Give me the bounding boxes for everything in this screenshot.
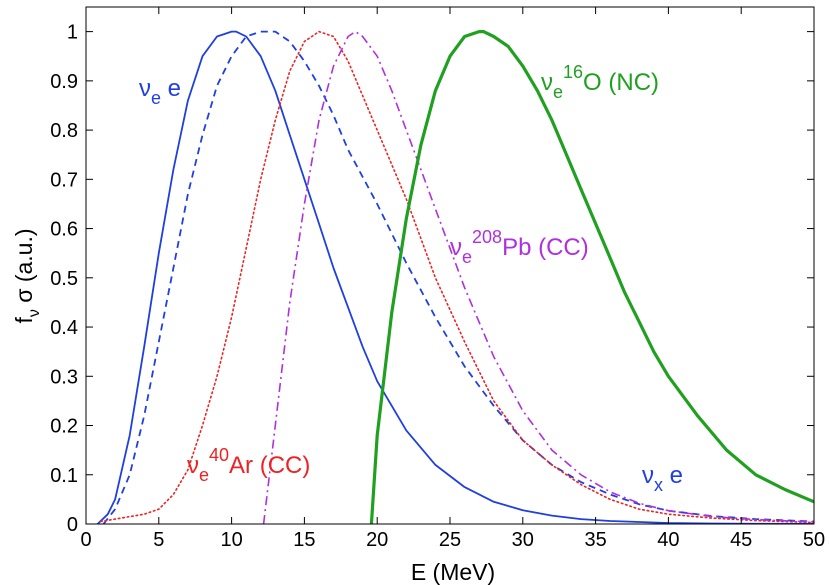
y-tick-label: 0.7 xyxy=(50,169,78,191)
curve-annotations: νe e νe16O (NC) νe208Pb (CC) νe40Ar (CC) νx … xyxy=(139,62,683,495)
x-tick-label: 0 xyxy=(80,529,91,551)
x-tick-label: 35 xyxy=(584,529,606,551)
annotation-nue-ar40: νe40Ar (CC) xyxy=(187,445,310,485)
annotation-nue-o16: νe16O (NC) xyxy=(541,62,659,102)
y-tick-label: 0.8 xyxy=(50,120,78,142)
series-line-nux-e xyxy=(102,30,814,524)
annotation-nue-e: νe e xyxy=(139,75,181,108)
x-tick-label: 10 xyxy=(220,529,242,551)
series-line-nue-pb208 xyxy=(262,30,814,524)
y-axis-label: fν σ (a.u.) xyxy=(11,228,43,323)
y-tick-label: 0.5 xyxy=(50,268,78,290)
y-tick-label: 0.4 xyxy=(50,317,78,339)
x-tick-label: 30 xyxy=(512,529,534,551)
series-line-nue-ar40 xyxy=(99,30,814,524)
x-tick-label: 20 xyxy=(366,529,388,551)
y-tick-label: 1 xyxy=(67,22,78,44)
x-axis-label: E (MeV) xyxy=(411,559,495,585)
x-tick-label: 45 xyxy=(730,529,752,551)
plot-frame xyxy=(85,6,815,525)
series-line-nue-e xyxy=(96,30,814,524)
x-tick-label: 15 xyxy=(293,529,315,551)
axis-ticks: 0 5 10 15 20 25 30 35 40 45 50 0 0.1 0.2 0.3 0.4 0.5 0.6 0… xyxy=(50,7,825,551)
x-tick-label: 50 xyxy=(803,529,825,551)
x-tick-label: 25 xyxy=(439,529,461,551)
annotation-nux-e: νx e xyxy=(642,462,683,495)
y-tick-label: 0.9 xyxy=(50,71,78,93)
y-tick-label: 0.6 xyxy=(50,219,78,241)
x-tick-label: 40 xyxy=(657,529,679,551)
y-tick-label: 0 xyxy=(67,514,78,536)
x-tick-label: 5 xyxy=(153,529,164,551)
y-tick-label: 0.1 xyxy=(50,465,78,487)
plot-border xyxy=(85,6,815,525)
y-tick-label: 0.2 xyxy=(50,416,78,438)
series-layer xyxy=(96,30,814,524)
series-line-nue-o16 xyxy=(369,30,814,524)
y-tick-label: 0.3 xyxy=(50,366,78,388)
annotation-nue-pb208: νe208Pb (CC) xyxy=(450,227,589,267)
